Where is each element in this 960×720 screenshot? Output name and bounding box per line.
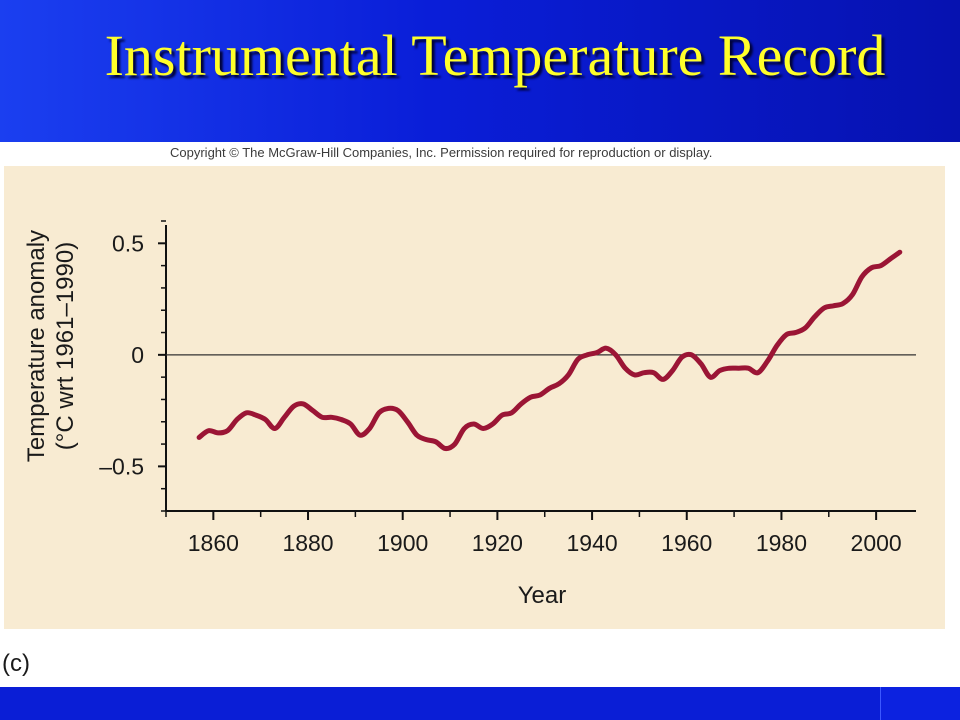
y-axis-label-line1: Temperature anomaly	[23, 230, 50, 462]
y-tick-label: –0.5	[99, 453, 144, 479]
y-tick-label: 0	[131, 342, 144, 368]
copyright-notice: Copyright © The McGraw-Hill Companies, I…	[170, 145, 713, 160]
x-tick-label: 2000	[851, 530, 902, 556]
x-axis-label: Year	[518, 582, 567, 609]
x-tick-label: 1900	[377, 530, 428, 556]
chart-area: 0.5 0 –0.5 1860 1880 1900 1920 1940 1960 1980 2000…	[4, 166, 945, 629]
x-tick-label: 1940	[566, 530, 617, 556]
temperature-chart: 0.5 0 –0.5 1860 1880 1900 1920 1940 1960 1980 2000…	[23, 220, 916, 609]
x-tick-label: 1980	[756, 530, 807, 556]
bottom-bar	[0, 687, 960, 720]
panel-label: (c)	[2, 650, 30, 677]
figure-panel: Copyright © The McGraw-Hill Companies, I…	[0, 142, 960, 687]
x-tick-label: 1860	[188, 530, 239, 556]
corner-decoration	[880, 687, 960, 720]
temperature-anomaly-line	[196, 249, 903, 452]
x-tick-label: 1960	[661, 530, 712, 556]
slide-title: Instrumental Temperature Record	[104, 23, 886, 88]
x-tick-label: 1880	[282, 530, 333, 556]
y-tick-label: 0.5	[112, 230, 144, 256]
y-axis-label-line2: (°C wrt 1961–1990)	[52, 242, 79, 450]
x-tick-label: 1920	[472, 530, 523, 556]
